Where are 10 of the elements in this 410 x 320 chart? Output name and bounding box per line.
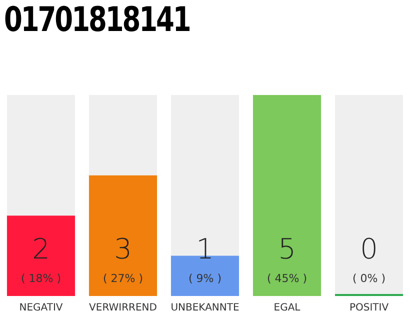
- x-tick-label: EGAL: [274, 302, 301, 314]
- data-label: 0 ( 0% ): [352, 232, 386, 285]
- x-tick-label: POSITIV: [349, 302, 389, 314]
- data-label: 2 ( 18% ): [20, 232, 62, 285]
- x-tick-label: UNBEKANNTE: [170, 302, 240, 314]
- x-tick-label: NEGATIV: [19, 302, 63, 314]
- x-tick-label: VERWIRREND: [89, 302, 158, 314]
- data-label: 3 ( 27% ): [102, 232, 144, 285]
- chart-title: 01701818141: [4, 0, 190, 40]
- data-label: 5 ( 45% ): [266, 232, 308, 285]
